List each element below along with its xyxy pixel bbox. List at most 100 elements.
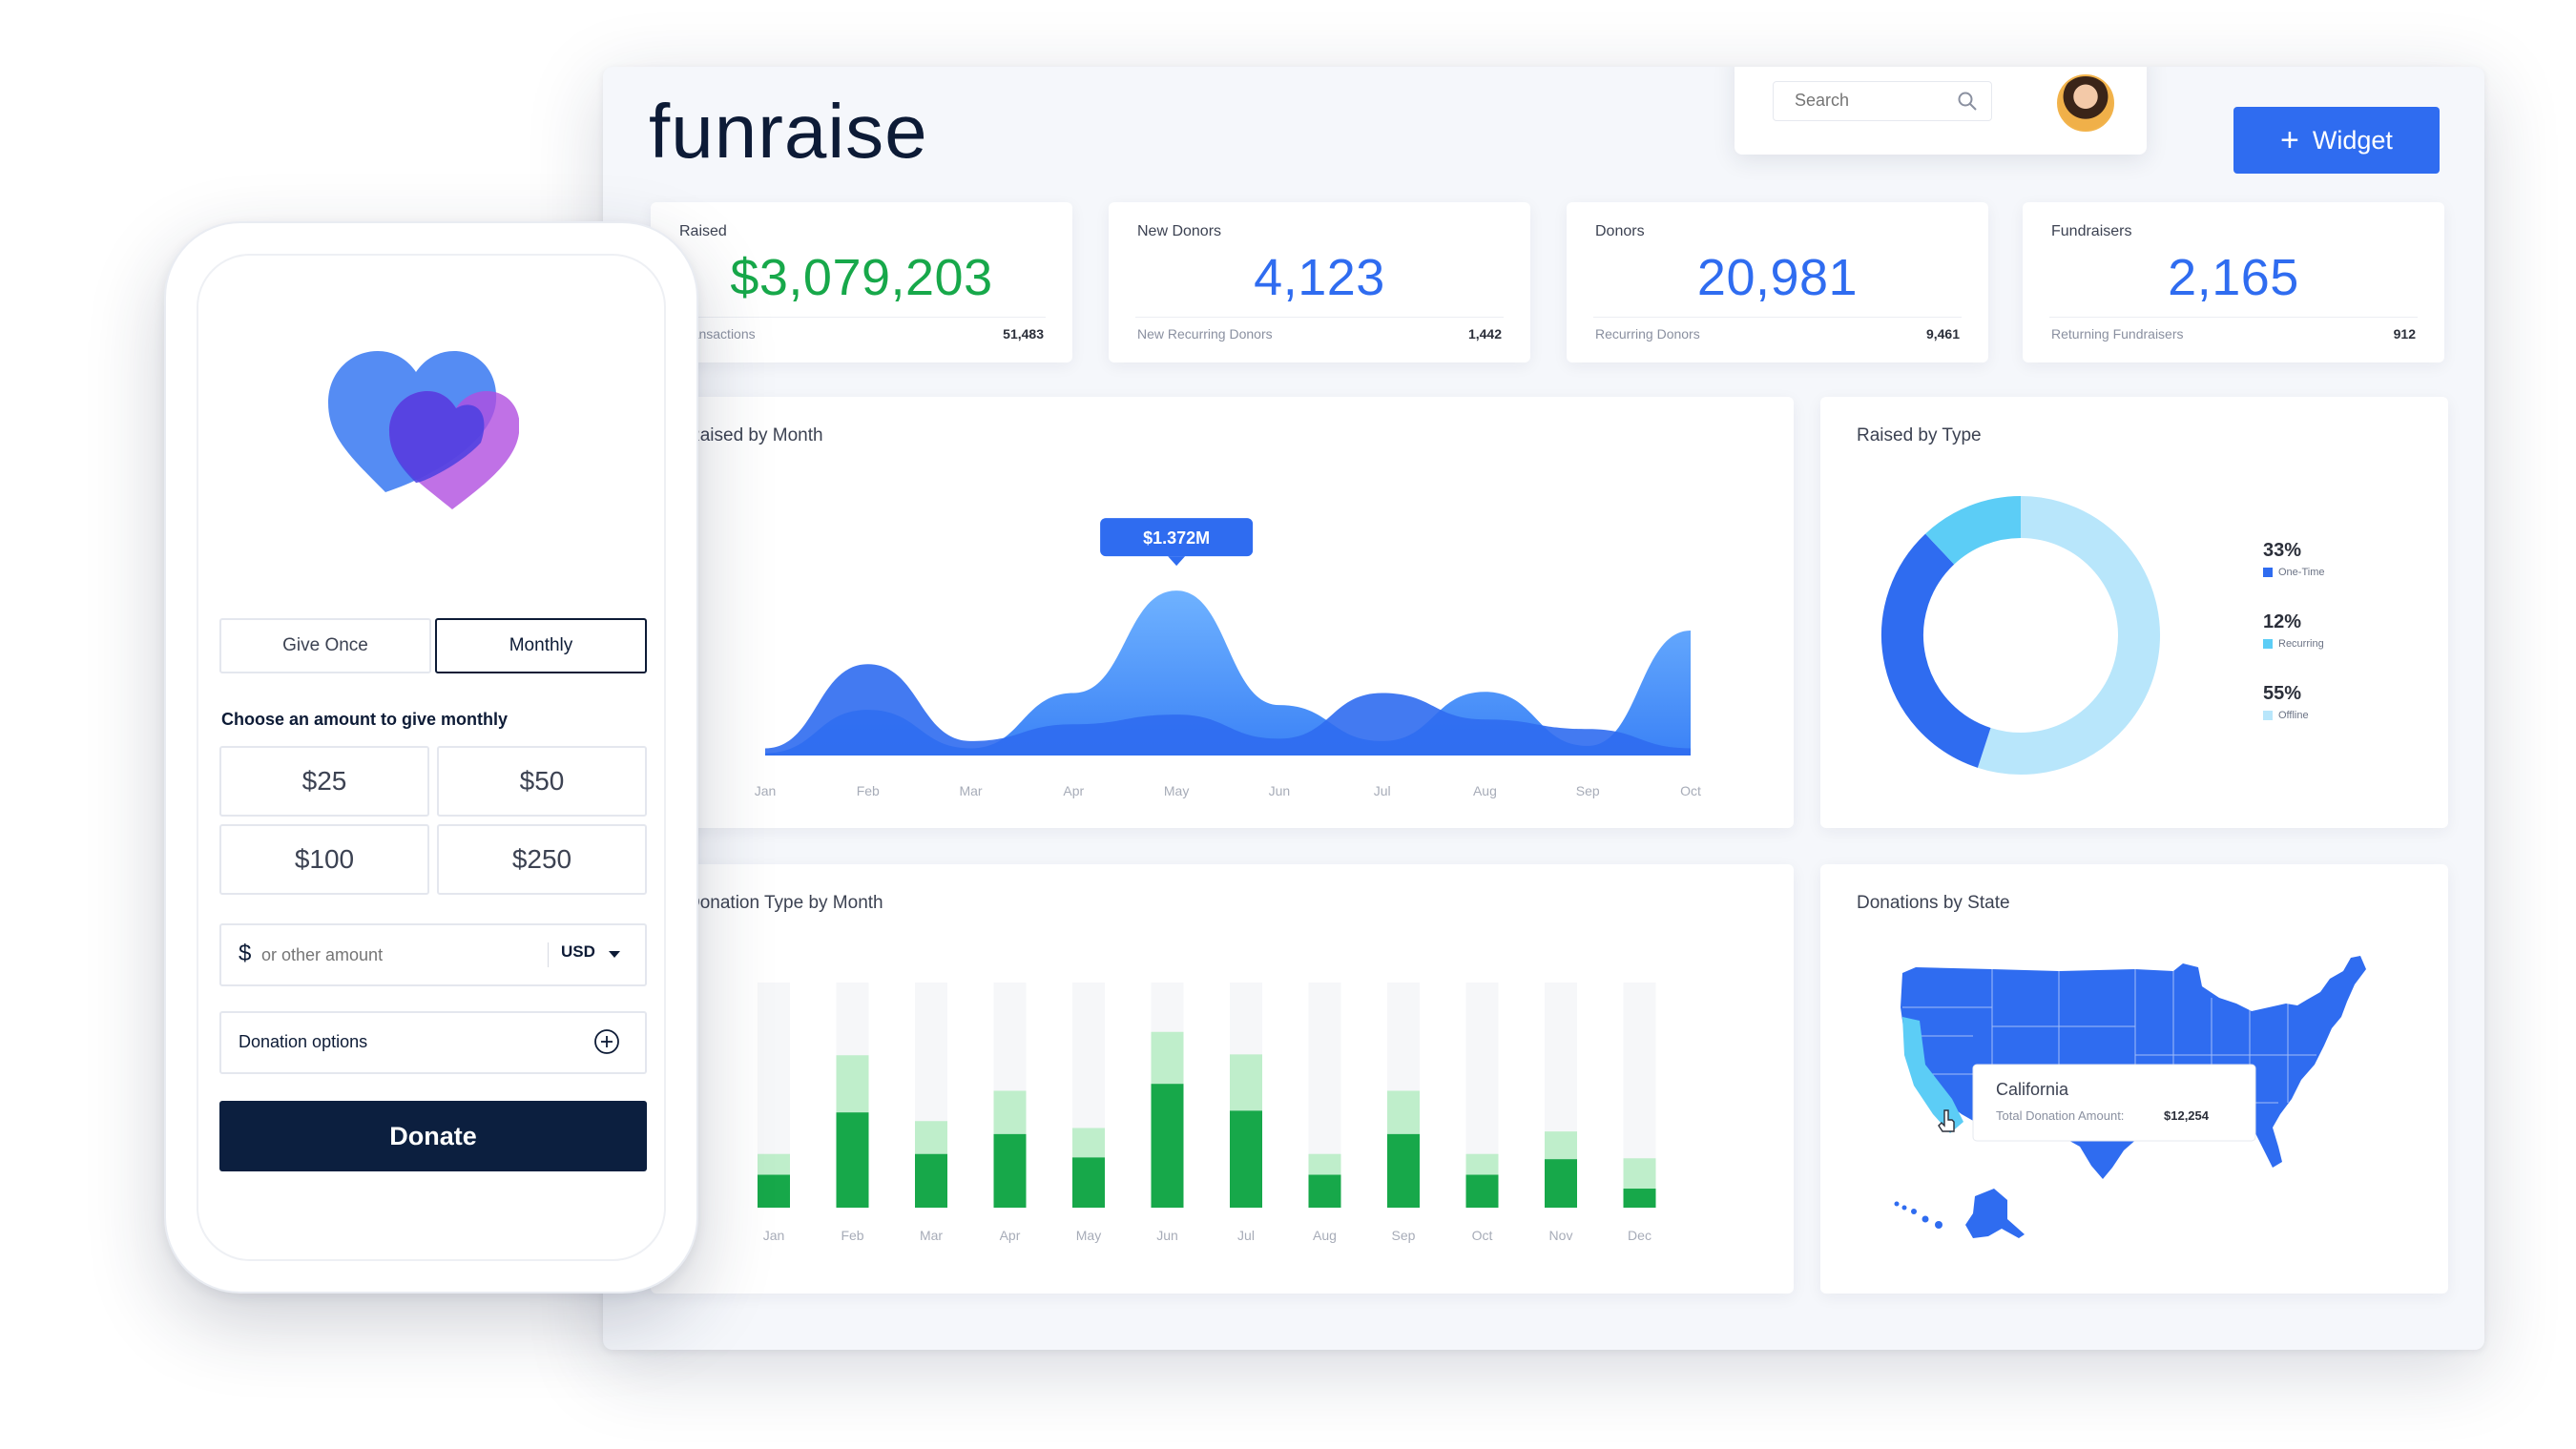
search-input[interactable] <box>1793 90 1959 112</box>
legend-item-recurring: Recurring <box>2263 638 2324 650</box>
area-series-front <box>765 590 1691 756</box>
search-card <box>1735 67 2147 155</box>
x-tick-label: Jan <box>755 783 777 798</box>
x-tick-label: Jan <box>763 1228 785 1243</box>
give-once-tab[interactable]: Give Once <box>219 618 431 673</box>
search-icon[interactable] <box>1957 91 1978 112</box>
legend-percent-offline: 55% <box>2263 683 2302 704</box>
stat-label: Donors <box>1595 223 1645 239</box>
stat-sub-label: Recurring Donors <box>1595 326 1700 342</box>
amount-button-250[interactable]: $250 <box>437 824 647 895</box>
stat-divider <box>1593 317 1962 318</box>
stat-card-fundraisers: Fundraisers 2,165 Returning Fundraisers … <box>2023 202 2444 362</box>
x-tick-label: Jul <box>1374 783 1391 798</box>
x-tick-label: Apr <box>1000 1228 1021 1243</box>
dashboard-window: funraise + Widget Raised $3,079,203 Tran… <box>603 67 2484 1350</box>
frequency-toggle: Give Once Monthly <box>219 618 647 673</box>
field-separator <box>548 942 549 967</box>
donation-form: Give Once Monthly Choose an amount to gi… <box>197 254 666 1261</box>
area-series-back <box>765 664 1691 756</box>
raised-by-type-chart <box>1881 496 2160 775</box>
tooltip-amount-label: Total Donation Amount: <box>1996 1108 2124 1123</box>
bar-recurring <box>836 1055 869 1113</box>
x-tick-label: May <box>1164 783 1189 798</box>
bar-one-time <box>836 1112 869 1208</box>
legend-percent-one-time: 33% <box>2263 540 2302 561</box>
stat-label: Raised <box>679 223 727 239</box>
amount-button-25[interactable]: $25 <box>219 746 429 817</box>
bar-recurring <box>1465 1153 1499 1175</box>
donation-options-toggle[interactable]: Donation options <box>219 1011 647 1074</box>
donut-slice-offline <box>1977 496 2160 775</box>
x-tick-label: Oct <box>1680 783 1701 798</box>
bar-recurring <box>1387 1090 1420 1134</box>
donation-type-chart: 25020015010050JanFebMarAprMayJunJulAugSe… <box>656 983 1656 1243</box>
x-tick-label: Feb <box>857 783 880 798</box>
raised-by-type-panel: Raised by Type 33% One-Time 12% Recurrin… <box>1820 397 2448 828</box>
search-box[interactable] <box>1773 81 1992 121</box>
other-amount-field[interactable]: $ USD <box>219 923 647 986</box>
stat-card-raised: Raised $3,079,203 Transactions 51,483 <box>651 202 1072 362</box>
dollar-sign: $ <box>239 941 252 966</box>
other-amount-input[interactable] <box>260 944 530 966</box>
donations-by-state-panel: Donations by State California Total Dona… <box>1820 864 2448 1294</box>
bar-recurring <box>1151 1031 1184 1085</box>
amount-grid: $25 $50 $100 $250 <box>219 746 647 895</box>
bar-one-time <box>1308 1174 1341 1208</box>
donut-slice-one-time <box>1881 533 1992 768</box>
hawaii-shape <box>1894 1201 1942 1229</box>
x-tick-label: Mar <box>920 1228 943 1243</box>
stat-value: $3,079,203 <box>730 249 993 306</box>
raised-by-type-title: Raised by Type <box>1857 425 1982 445</box>
hand-cursor-icon <box>1938 1109 1955 1132</box>
x-tick-label: Jun <box>1156 1228 1178 1243</box>
bar-recurring <box>1623 1158 1656 1190</box>
x-tick-label: Oct <box>1472 1228 1493 1243</box>
plus-circle-icon[interactable] <box>593 1028 620 1055</box>
stat-sub-value: 9,461 <box>1925 326 1960 342</box>
stat-value: 2,165 <box>2168 249 2299 306</box>
bar-one-time <box>1465 1174 1499 1208</box>
legend-item-one-time: One-Time <box>2263 567 2325 578</box>
donations-by-state-title: Donations by State <box>1857 893 2010 913</box>
choose-amount-label: Choose an amount to give monthly <box>221 710 509 729</box>
bar-one-time <box>1387 1133 1420 1208</box>
bar-one-time <box>1230 1110 1262 1208</box>
user-avatar[interactable] <box>2057 74 2114 132</box>
chevron-down-icon[interactable] <box>609 951 620 958</box>
add-widget-button[interactable]: + Widget <box>2233 107 2440 174</box>
tooltip-pointer <box>1168 556 1186 567</box>
bar-one-time <box>1623 1189 1656 1208</box>
monthly-tab[interactable]: Monthly <box>435 618 647 673</box>
bar-recurring <box>915 1121 947 1154</box>
stat-sub-label: Returning Fundraisers <box>2051 326 2184 342</box>
donate-button[interactable]: Donate <box>219 1101 647 1171</box>
stat-value: 4,123 <box>1254 249 1385 306</box>
stat-divider <box>1135 317 1504 318</box>
amount-button-100[interactable]: $100 <box>219 824 429 895</box>
bar-recurring <box>1072 1128 1105 1158</box>
bar-one-time <box>1545 1159 1577 1208</box>
stat-card-donors: Donors 20,981 Recurring Donors 9,461 <box>1567 202 1988 362</box>
stat-label: New Donors <box>1137 223 1222 239</box>
x-tick-label: Dec <box>1628 1228 1652 1243</box>
map-tooltip: California Total Donation Amount: $12,25… <box>1972 1064 2256 1142</box>
tooltip-amount-value: $12,254 <box>2164 1108 2210 1123</box>
bar-recurring <box>993 1090 1027 1134</box>
raised-by-month-panel: Raised by Month 2M1.5M1M500k0JanFebMarAp… <box>651 397 1794 828</box>
x-tick-label: Mar <box>959 783 982 798</box>
bar-recurring <box>1545 1131 1577 1160</box>
stat-card-new-donors: New Donors 4,123 New Recurring Donors 1,… <box>1109 202 1530 362</box>
x-tick-label: Aug <box>1473 783 1497 798</box>
amount-button-50[interactable]: $50 <box>437 746 647 817</box>
x-tick-label: Jun <box>1269 783 1291 798</box>
us-map[interactable]: California Total Donation Amount: $12,25… <box>1820 864 2448 1294</box>
x-tick-label: Nov <box>1549 1228 1573 1243</box>
logo-text: funraise <box>649 89 928 174</box>
legend-item-offline: Offline <box>2263 710 2309 721</box>
add-widget-label: Widget <box>2312 125 2393 155</box>
currency-select[interactable]: USD <box>561 942 595 961</box>
x-tick-label: Jul <box>1237 1228 1255 1243</box>
bar-one-time <box>758 1174 790 1208</box>
stat-value: 20,981 <box>1696 249 1859 306</box>
